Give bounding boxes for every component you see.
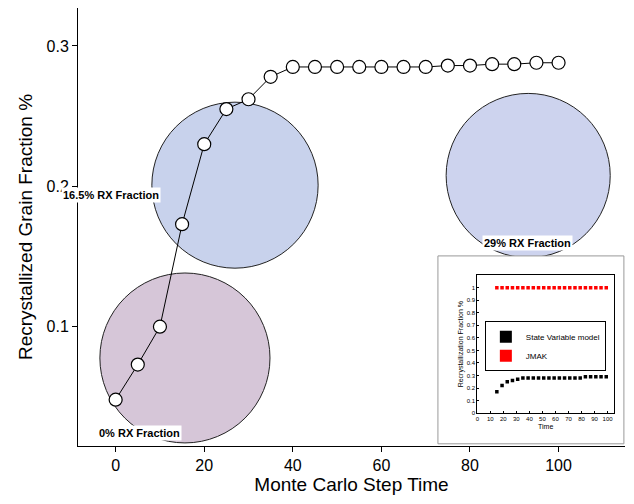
svg-text:40: 40 <box>526 416 533 422</box>
svg-text:100: 100 <box>545 457 572 474</box>
svg-text:80: 80 <box>578 416 585 422</box>
svg-text:70: 70 <box>565 416 572 422</box>
svg-text:Recrystallized Grain Fraction: Recrystallized Grain Fraction % <box>15 94 36 360</box>
svg-text:0.9: 0.9 <box>467 297 476 303</box>
svg-text:40: 40 <box>284 457 302 474</box>
svg-text:20: 20 <box>195 457 213 474</box>
svg-text:29% RX Fraction: 29% RX Fraction <box>484 237 571 249</box>
svg-text:16.5% RX Fraction: 16.5% RX Fraction <box>63 189 159 201</box>
svg-text:20: 20 <box>500 416 507 422</box>
svg-text:30: 30 <box>513 416 520 422</box>
svg-text:0.3: 0.3 <box>47 38 69 55</box>
svg-text:100: 100 <box>603 416 614 422</box>
svg-text:60: 60 <box>552 416 559 422</box>
svg-text:0.2: 0.2 <box>467 385 476 391</box>
svg-text:0.7: 0.7 <box>467 322 476 328</box>
svg-text:0: 0 <box>111 457 120 474</box>
svg-text:0.2: 0.2 <box>47 178 69 195</box>
svg-text:JMAK: JMAK <box>526 352 548 361</box>
svg-text:0% RX Fraction: 0% RX Fraction <box>99 427 180 439</box>
svg-text:10: 10 <box>487 416 494 422</box>
svg-text:0: 0 <box>472 410 476 416</box>
svg-text:0.4: 0.4 <box>467 360 476 366</box>
svg-text:Monte Carlo Step Time: Monte Carlo Step Time <box>254 474 448 495</box>
svg-text:0.3: 0.3 <box>467 373 476 379</box>
svg-text:0.1: 0.1 <box>47 318 69 335</box>
svg-text:60: 60 <box>373 457 391 474</box>
svg-text:Recrystallization Fraction %: Recrystallization Fraction % <box>457 301 465 387</box>
svg-text:50: 50 <box>539 416 546 422</box>
svg-text:0: 0 <box>476 416 480 422</box>
svg-text:State Variable model: State Variable model <box>526 333 600 342</box>
svg-text:0.1: 0.1 <box>467 398 476 404</box>
svg-text:90: 90 <box>591 416 598 422</box>
svg-text:0.8: 0.8 <box>467 310 476 316</box>
svg-text:0.6: 0.6 <box>467 335 476 341</box>
svg-text:1: 1 <box>472 285 476 291</box>
svg-text:Time: Time <box>538 423 553 430</box>
svg-text:0.5: 0.5 <box>467 348 476 354</box>
svg-text:80: 80 <box>461 457 479 474</box>
